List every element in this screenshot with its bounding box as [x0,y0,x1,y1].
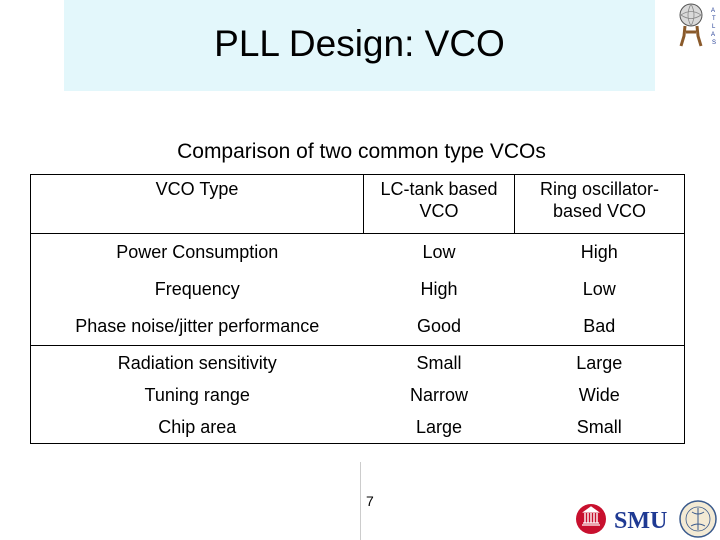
title-banner [64,0,655,91]
page-divider [360,462,361,540]
table-row: Frequency High Low [31,271,685,308]
table-row: Power Consumption Low High [31,234,685,271]
slide-title: PLL Design: VCO [214,23,505,64]
smu-wordmark: SMU [614,508,667,534]
lc-tank-value: Small [416,352,462,373]
row-label: Tuning range [144,385,250,405]
table-row: Phase noise/jitter performance Good Bad [30,307,685,346]
header-lc-tank-line2: VCO [419,201,459,221]
row-label: Chip area [158,416,237,437]
table-header-row: VCO Type LC-tank based VCO Ring oscillato… [30,174,685,234]
header-ring-line2: based VCO [552,201,647,221]
ring-value: Wide [578,385,620,405]
header-ring-line1: Ring oscillator- [539,179,660,199]
header-lc-tank-line1: LC-tank based [380,179,498,199]
header-vco-type-label: VCO Type [155,179,239,199]
smu-logo: SMU [576,500,717,538]
lc-tank-value: Large [415,416,463,437]
atlas-logo: A T L A S [679,3,716,47]
atlas-letter-a2: A [711,32,715,38]
table-row: Radiation sensitivity Small Large [31,346,685,380]
table-row: Tuning range Narrow Wide [31,380,685,411]
ring-value: Large [576,352,623,373]
header-vco-type: VCO Type [30,174,364,234]
lc-tank-value: High [420,279,458,299]
atlas-letter-a1: A [711,8,715,14]
table-caption: Comparison of two common type VCOs [177,140,546,163]
ring-value: Small [576,416,622,437]
row-label: Phase noise/jitter performance [30,307,364,346]
header-ring-oscillator: Ring oscillator-based VCO [514,174,685,234]
lc-tank-value: Narrow [409,385,468,405]
lc-tank-value: Low [422,242,456,263]
atlas-letter-l: L [712,24,716,30]
ring-value: Low [582,279,616,299]
ring-value: Bad [514,307,685,346]
header-lc-tank: LC-tank based VCO [363,174,515,234]
vco-comparison-table: VCO Type LC-tank based VCO Ring oscillato… [30,174,685,444]
page-number: 7 [366,493,374,509]
ring-value: High [580,242,618,263]
table-row: Chip area Large Small [31,411,685,444]
atlas-letter-t: T [712,16,716,22]
lc-tank-value: Good [363,307,515,346]
row-label: Radiation sensitivity [117,352,277,373]
atlas-letter-s: S [712,40,716,46]
row-label: Frequency [154,279,240,299]
row-label: Power Consumption [116,242,279,263]
